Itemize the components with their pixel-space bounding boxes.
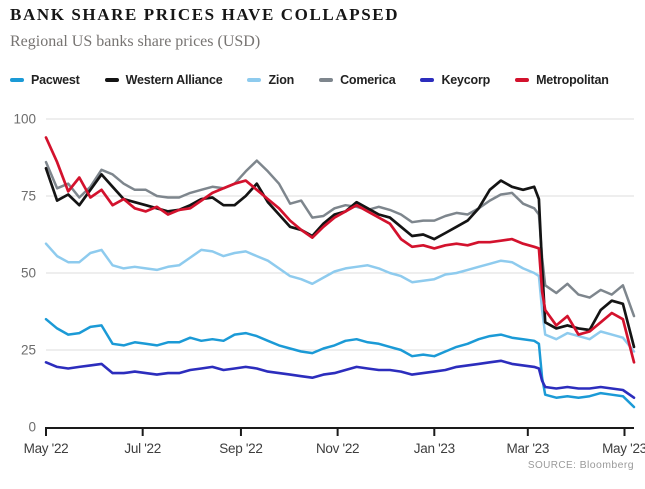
series-line-metropolitan xyxy=(44,136,636,364)
series-line-zion xyxy=(44,242,636,353)
legend-swatch-icon xyxy=(104,78,119,82)
series-line-comerica xyxy=(44,159,636,318)
legend-item-comerica: Comerica xyxy=(319,73,396,87)
page-title: BANK SHARE PRICES HAVE COLLAPSED xyxy=(10,5,400,24)
legend-item-pacwest: Pacwest xyxy=(10,73,80,87)
x-axis-label: Mar '23 xyxy=(507,441,550,456)
legend-swatch-icon xyxy=(319,78,334,82)
x-axis-label: Sep '22 xyxy=(219,441,262,456)
legend-item-metropolitan: Metropolitan xyxy=(515,73,609,87)
source-credit: SOURCE: Bloomberg xyxy=(528,459,634,471)
series-line-western-alliance xyxy=(44,166,636,349)
y-axis-label-0: 0 xyxy=(28,420,36,435)
legend-swatch-icon xyxy=(420,78,435,82)
legend-label: Zion xyxy=(268,73,295,87)
legend-item-keycorp: Keycorp xyxy=(420,73,490,87)
source-value: Bloomberg xyxy=(579,459,634,471)
legend-swatch-icon xyxy=(10,78,24,82)
x-axis-label: May '22 xyxy=(24,441,69,456)
legend-label: Western Alliance xyxy=(125,73,223,87)
x-axis-label: Jul '22 xyxy=(124,441,161,456)
series-line-keycorp xyxy=(44,359,636,400)
legend-label: Pacwest xyxy=(31,73,80,87)
y-axis-label-75: 75 xyxy=(21,189,36,204)
legend-label: Comerica xyxy=(340,73,396,87)
source-label: SOURCE: xyxy=(527,460,577,471)
legend-swatch-icon xyxy=(247,78,262,82)
series-line-pacwest xyxy=(44,317,636,409)
legend-label: Metropolitan xyxy=(536,73,609,87)
x-axis-label: Jan '23 xyxy=(414,441,455,456)
x-axis-label: Nov '22 xyxy=(316,441,359,456)
y-axis-label-25: 25 xyxy=(21,343,36,358)
y-axis-label-100: 100 xyxy=(13,112,36,127)
legend-item-zion: Zion xyxy=(247,73,294,87)
chart-legend: Pacwest Western Alliance Zion Comerica Keyco… xyxy=(10,73,609,87)
legend-label: Keycorp xyxy=(441,73,491,87)
legend-item-western-alliance: Western Alliance xyxy=(104,73,223,87)
legend-swatch-icon xyxy=(515,78,530,82)
x-axis-label: May '23 xyxy=(602,441,645,456)
y-axis-label-50: 50 xyxy=(21,266,36,281)
page-subtitle: Regional US banks share prices (USD) xyxy=(10,33,261,50)
